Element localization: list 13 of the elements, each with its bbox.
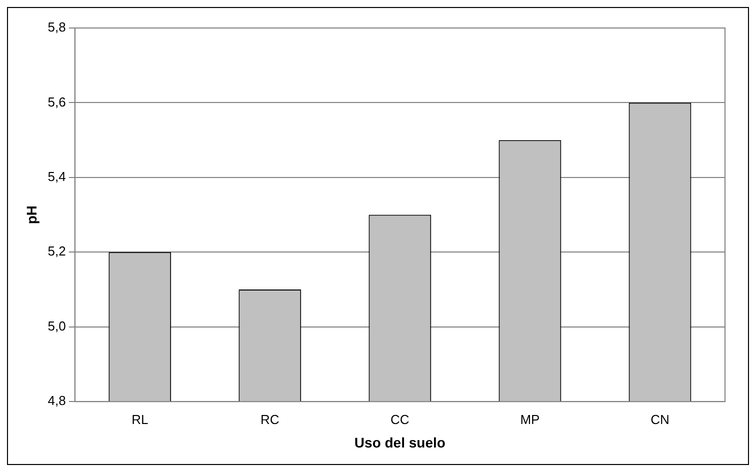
- y-tick-label: 5,8: [48, 20, 66, 35]
- y-axis-title: pH: [23, 205, 40, 224]
- x-tick-label: CN: [650, 412, 670, 427]
- y-tick-label: 5,6: [48, 94, 66, 110]
- x-tick-label: RC: [260, 412, 280, 427]
- x-tick-label: RL: [132, 412, 148, 427]
- y-tick-label: 5,4: [48, 169, 66, 184]
- x-axis-title: Uso del suelo: [354, 434, 446, 450]
- x-tick-label: MP: [520, 412, 540, 427]
- y-tick-label: 5,0: [48, 318, 66, 334]
- x-tick-label: CC: [390, 412, 410, 427]
- y-tick-label: 5,2: [48, 244, 66, 259]
- y-tick-label: 4,8: [48, 393, 66, 408]
